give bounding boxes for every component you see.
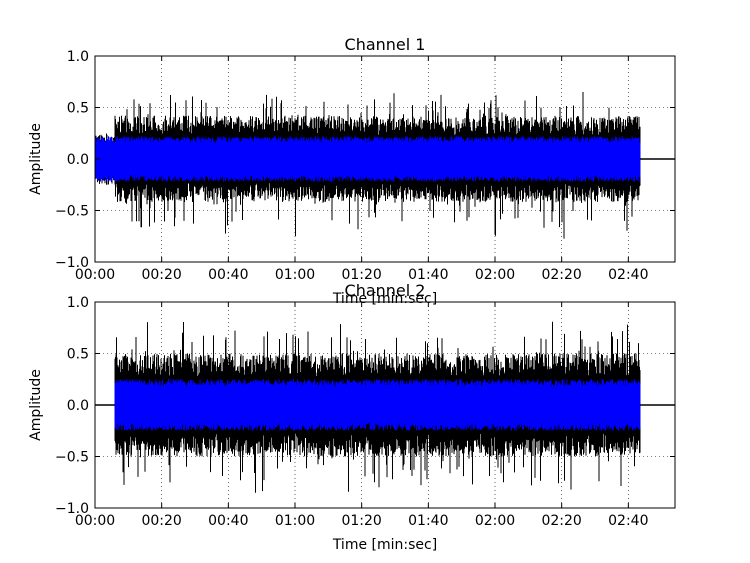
chart-1-y-tick-label-1: 0.5 — [67, 101, 89, 117]
chart-2-y-axis-label: Amplitude — [28, 369, 44, 441]
chart-1-y-tick-label-3: −0.5 — [55, 204, 89, 220]
chart-1-x-tick-label-5: 01:40 — [408, 267, 448, 283]
chart-2-x-axis-label: Time [min:sec] — [332, 537, 437, 553]
chart-2-plot-area — [95, 321, 675, 493]
chart-2-y-tick-label-3: −0.5 — [55, 450, 89, 466]
chart-1-y-tick-label-4: −1.0 — [55, 255, 89, 271]
chart-2-x-tick-label-3: 01:00 — [275, 513, 315, 529]
chart-1-x-tick-label-6: 02:00 — [475, 267, 515, 283]
chart-2-x-tick-label-7: 02:20 — [541, 513, 581, 529]
chart-2-x-ticks: 00:00 00:20 00:40 01:00 01:20 01:40 02:00 02:20… — [75, 302, 649, 529]
chart-2-y-tick-label-2: 0.0 — [67, 398, 89, 414]
chart-1-x-tick-label-3: 01:00 — [275, 267, 315, 283]
chart-1-series-rms — [94, 136, 641, 182]
chart-2-y-tick-label-0: 1.0 — [67, 295, 89, 311]
chart-1-x-ticks: 00:00 00:20 00:40 01:00 01:20 01:40 02:00 02:20… — [75, 56, 649, 283]
chart-2-x-tick-label-2: 00:40 — [208, 513, 248, 529]
chart-1-y-tick-label-2: 0.0 — [67, 152, 89, 168]
chart-1-x-tick-label-2: 00:40 — [208, 267, 248, 283]
chart-1-x-axis-label: Time [min:sec] — [332, 291, 437, 307]
chart-2-x-tick-label-5: 01:40 — [408, 513, 448, 529]
chart-channel-2: Channel 2 1.00.50.0−0.5−1.0 00:00 00:20 00… — [28, 281, 676, 553]
chart-2-x-tick-label-6: 02:00 — [475, 513, 515, 529]
chart-1-x-tick-label-7: 02:20 — [541, 267, 581, 283]
chart-1-y-tick-label-0: 1.0 — [67, 49, 89, 65]
chart-2-title: Channel 2 — [345, 281, 426, 300]
chart-1-x-tick-label-8: 02:40 — [608, 267, 648, 283]
chart-2-x-tick-label-4: 01:20 — [341, 513, 381, 529]
chart-1-y-ticks: 1.0 0.5 0.0 −0.5 −1.0 — [55, 49, 675, 271]
chart-1-y-axis-label: Amplitude — [28, 123, 44, 195]
chart-1-title: Channel 1 — [345, 35, 426, 54]
chart-2-x-tick-label-0: 00:00 — [75, 513, 115, 529]
chart-2-y-tick-label-4: −1.0 — [55, 501, 89, 517]
chart-2-y-tick-label-1: 0.5 — [67, 347, 89, 363]
chart-1-x-tick-label-4: 01:20 — [341, 267, 381, 283]
chart-1-x-tick-label-0: 00:00 — [75, 267, 115, 283]
chart-2-x-tick-label-1: 00:20 — [141, 513, 181, 529]
chart-2-x-tick-label-8: 02:40 — [608, 513, 648, 529]
chart-1-plot-area — [94, 92, 675, 239]
chart-channel-1: Channel 1 1.00.50.0−0.5−1.0 00:00 00:20 00… — [28, 35, 676, 307]
chart-2-series-rms — [114, 379, 641, 431]
chart-2-y-ticks: 1.0 0.5 0.0 −0.5 −1.0 — [55, 295, 675, 517]
chart-1-x-tick-label-1: 00:20 — [141, 267, 181, 283]
